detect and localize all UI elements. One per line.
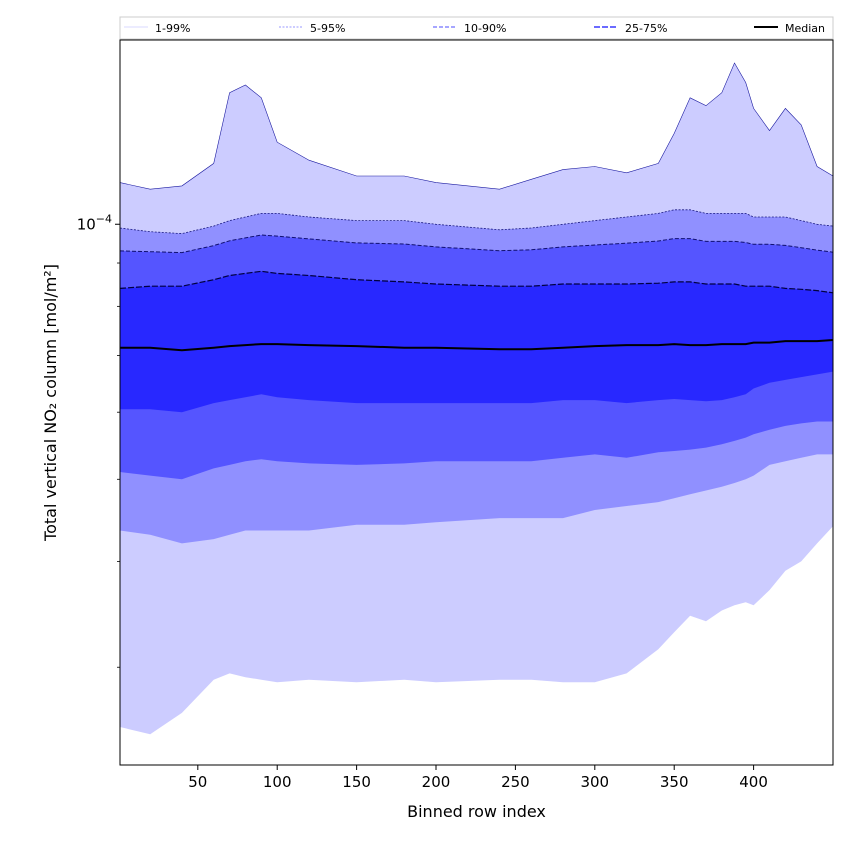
legend: 1-99% 5-95% 10-90% 25-75% Median <box>119 16 834 40</box>
x-tick-label: 50 <box>188 773 207 791</box>
legend-entry: 5-95% <box>310 22 345 35</box>
x-axis: 50 100 150 200 250 300 350 400 <box>188 765 768 791</box>
line-median <box>120 339 834 352</box>
legend-entry: 1-99% <box>155 22 190 35</box>
legend-entry: 10-90% <box>464 22 506 35</box>
line-1-99-upper <box>119 62 834 190</box>
x-tick-label: 350 <box>660 773 689 791</box>
line-5-95-upper <box>119 209 834 235</box>
y-axis: 10−4 <box>77 212 120 668</box>
line-25-75-upper <box>119 270 834 294</box>
lines-layer <box>119 62 834 352</box>
y-axis-label: Total vertical NO₂ column [mol/m²] <box>41 264 60 542</box>
x-tick-label: 400 <box>739 773 768 791</box>
y-tick-label: 10−4 <box>77 212 112 233</box>
plot-frame <box>119 39 834 766</box>
x-axis-label: Binned row index <box>407 802 546 821</box>
x-tick-label: 200 <box>422 773 451 791</box>
x-tick-label: 300 <box>580 773 609 791</box>
x-tick-label: 250 <box>501 773 530 791</box>
bands-layer <box>120 63 833 735</box>
legend-entry: 25-75% <box>625 22 667 35</box>
line-10-90-upper <box>119 234 834 254</box>
x-tick-label: 150 <box>342 773 371 791</box>
legend-entry: Median <box>785 22 825 35</box>
band-25-75 <box>120 271 833 413</box>
legend-box <box>119 16 834 40</box>
x-tick-label: 100 <box>263 773 292 791</box>
